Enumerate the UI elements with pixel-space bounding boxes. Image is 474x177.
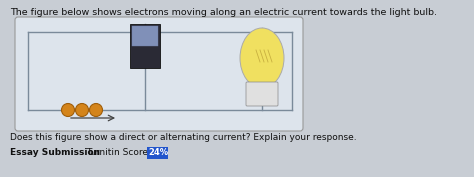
FancyBboxPatch shape [132,26,158,46]
FancyBboxPatch shape [130,24,160,68]
FancyBboxPatch shape [15,17,303,131]
Text: -: - [80,148,83,157]
Circle shape [75,104,89,116]
Text: Essay Submission: Essay Submission [10,148,100,157]
Ellipse shape [240,28,284,88]
FancyBboxPatch shape [147,147,168,158]
Text: Turnitin Score:: Turnitin Score: [86,148,151,157]
Text: The figure below shows electrons moving along an electric current towards the li: The figure below shows electrons moving … [10,8,437,17]
Circle shape [90,104,102,116]
Text: Does this figure show a direct or alternating current? Explain your response.: Does this figure show a direct or altern… [10,133,356,142]
Circle shape [62,104,74,116]
FancyBboxPatch shape [246,82,278,106]
Text: 24%: 24% [148,148,168,157]
